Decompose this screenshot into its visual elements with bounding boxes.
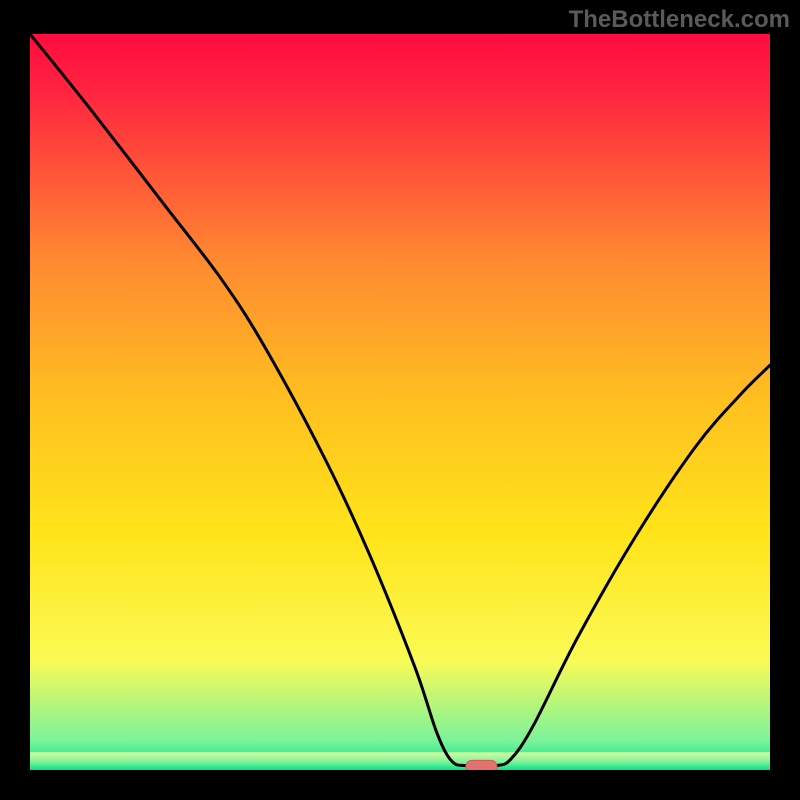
chart-container: TheBottleneck.com [0, 0, 800, 800]
watermark-text: TheBottleneck.com [569, 6, 790, 34]
bottleneck-chart [30, 34, 770, 770]
